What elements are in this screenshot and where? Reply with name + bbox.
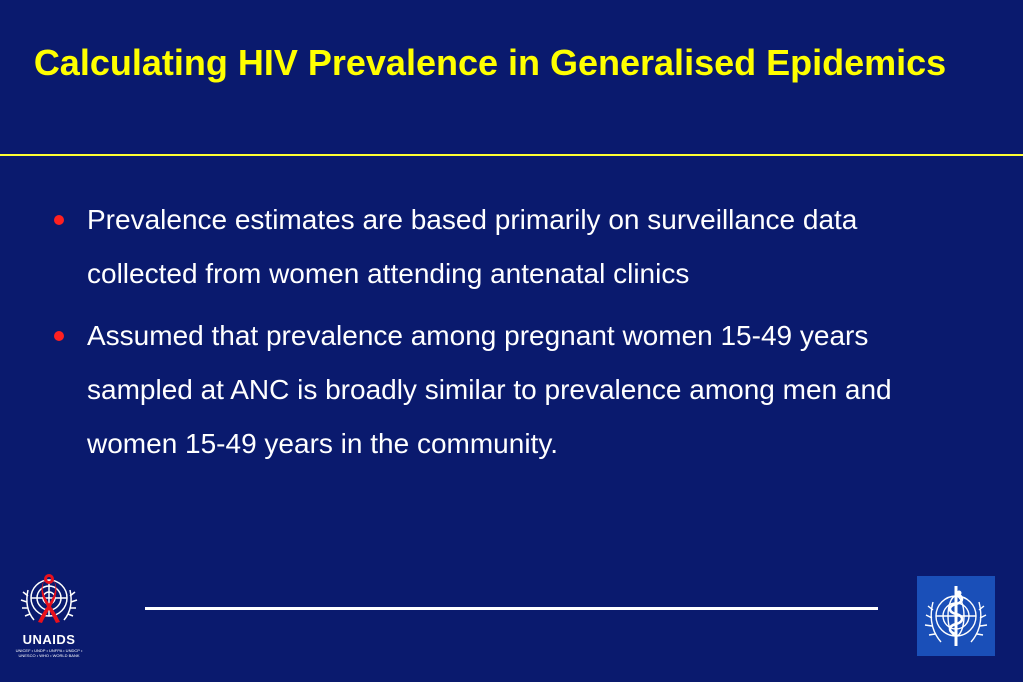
bullet-marker-icon [54,331,64,341]
bullet-list: Prevalence estimates are based primarily… [50,193,910,479]
footer-divider [145,607,878,610]
bullet-item: Prevalence estimates are based primarily… [50,193,910,301]
bullet-text: Assumed that prevalence among pregnant w… [87,320,892,459]
who-logo [917,576,995,656]
bullet-item: Assumed that prevalence among pregnant w… [50,309,910,471]
bullet-marker-icon [54,215,64,225]
who-emblem-icon [924,586,988,646]
unaids-logo [12,568,86,664]
bullet-text: Prevalence estimates are based primarily… [87,204,858,289]
title-divider [0,154,1023,156]
slide-title: Calculating HIV Prevalence in Generalise… [33,42,947,83]
unaids-partners-text: UNICEF • UNDP • UNFPA • UNDCP • UNESCO •… [15,648,83,658]
unaids-wordmark: UNAIDS [22,632,76,647]
un-emblem-icon [20,574,78,623]
